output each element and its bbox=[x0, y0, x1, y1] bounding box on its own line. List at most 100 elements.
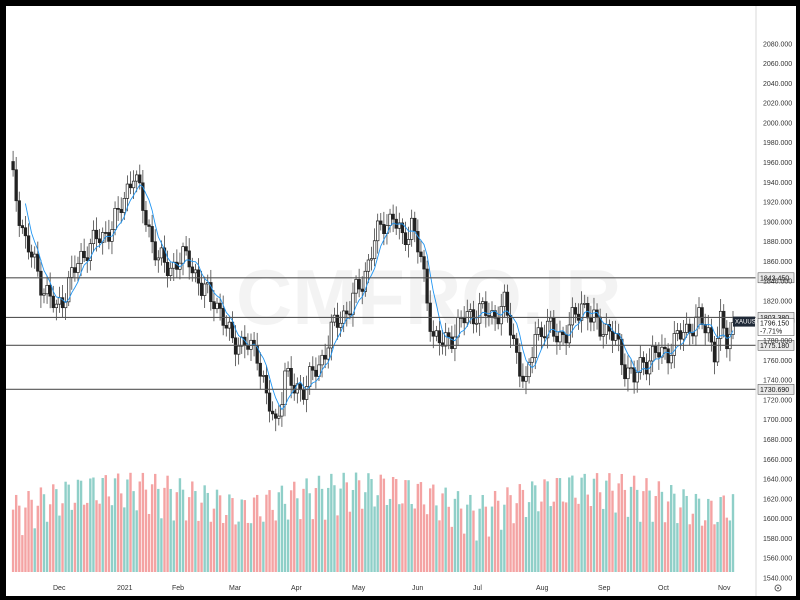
volume-bar bbox=[388, 498, 392, 572]
volume-bar bbox=[395, 479, 398, 572]
volume-bar bbox=[354, 472, 358, 572]
up-candle bbox=[33, 253, 37, 258]
volume-bar bbox=[48, 504, 52, 572]
up-candle bbox=[125, 183, 130, 199]
volume-bar bbox=[61, 503, 64, 572]
last-price-value: 1796.150 bbox=[760, 321, 789, 328]
down-candle bbox=[620, 338, 624, 366]
volume-bar bbox=[521, 489, 525, 572]
time-tick-label: Sep bbox=[598, 585, 611, 592]
up-candle bbox=[626, 367, 630, 380]
volume-bar bbox=[178, 478, 182, 572]
down-candle bbox=[357, 279, 361, 290]
up-candle bbox=[545, 320, 550, 339]
up-candle bbox=[308, 366, 312, 387]
down-candle bbox=[270, 410, 275, 415]
volume-bar bbox=[435, 505, 438, 572]
up-candle bbox=[295, 383, 299, 394]
down-candle bbox=[144, 210, 148, 226]
last-price-change: -7.71% bbox=[760, 329, 782, 336]
volume-bar bbox=[147, 513, 151, 572]
volume-bar bbox=[537, 511, 540, 572]
volume-bar bbox=[651, 521, 654, 572]
down-candle bbox=[722, 310, 726, 329]
volume-bar bbox=[55, 489, 58, 572]
volume-bar bbox=[595, 473, 599, 572]
volume-bar bbox=[218, 495, 222, 572]
volume-bar bbox=[141, 472, 145, 572]
price-tick-label: 1860.000 bbox=[763, 259, 792, 266]
up-candle bbox=[706, 327, 710, 334]
volume-bar bbox=[73, 502, 77, 572]
volume-bar bbox=[126, 479, 129, 572]
down-candle bbox=[184, 246, 188, 252]
down-candle bbox=[199, 282, 204, 296]
time-tick-label: Oct bbox=[658, 585, 669, 592]
last-price-box bbox=[757, 318, 795, 336]
volume-bar bbox=[636, 489, 639, 572]
down-candle bbox=[505, 291, 510, 316]
volume-bar bbox=[648, 490, 651, 572]
time-tick-label: Feb bbox=[172, 585, 184, 592]
price-tick-label: 1560.000 bbox=[763, 556, 792, 563]
volume-bar bbox=[221, 522, 225, 572]
volume-bar bbox=[104, 475, 107, 572]
volume-bar bbox=[206, 492, 209, 572]
volume-bar bbox=[86, 502, 89, 572]
volume-bar bbox=[293, 481, 296, 572]
up-candle bbox=[536, 327, 540, 335]
volume-bar bbox=[336, 515, 339, 572]
up-candle bbox=[280, 404, 284, 417]
down-candle bbox=[447, 332, 451, 338]
up-candle bbox=[101, 232, 105, 243]
up-candle bbox=[54, 303, 58, 309]
down-candle bbox=[258, 362, 262, 377]
volume-bar bbox=[120, 493, 123, 572]
up-candle bbox=[477, 303, 482, 324]
time-tick-label: Dec bbox=[53, 585, 66, 592]
symbol-label: XAUUSD bbox=[735, 320, 761, 326]
price-tick-label: 1640.000 bbox=[763, 477, 792, 484]
down-candle bbox=[196, 269, 201, 284]
up-candle bbox=[156, 257, 160, 261]
volume-bar bbox=[11, 509, 15, 572]
down-candle bbox=[700, 307, 704, 325]
up-candle bbox=[63, 301, 68, 309]
up-candle bbox=[434, 330, 439, 337]
volume-bar bbox=[444, 487, 447, 572]
down-candle bbox=[518, 352, 522, 377]
settings-gear-icon[interactable] bbox=[774, 584, 782, 592]
up-candle bbox=[579, 303, 584, 321]
up-candle bbox=[236, 345, 241, 355]
volume-bar bbox=[657, 481, 661, 572]
down-candle bbox=[314, 369, 318, 377]
volume-bar bbox=[82, 504, 86, 572]
volume-bar bbox=[67, 484, 70, 572]
volume-bar bbox=[685, 495, 688, 572]
down-candle bbox=[267, 392, 272, 412]
up-candle bbox=[672, 333, 676, 356]
volume-bar bbox=[24, 507, 27, 572]
up-candle bbox=[524, 376, 528, 382]
volume-bar bbox=[391, 476, 395, 572]
up-candle bbox=[530, 357, 534, 363]
down-candle bbox=[416, 231, 420, 253]
volume-bar bbox=[215, 489, 219, 572]
volume-bar bbox=[348, 511, 352, 572]
volume-bar bbox=[234, 524, 237, 572]
volume-bar bbox=[314, 488, 318, 572]
volume-bar bbox=[308, 493, 311, 572]
up-candle bbox=[397, 222, 401, 229]
volume-bar bbox=[116, 473, 120, 572]
down-candle bbox=[688, 323, 692, 334]
price-chart[interactable]: CMFRO.IR 1843.4501803.3801775.1801730.69… bbox=[6, 6, 796, 596]
up-candle bbox=[629, 367, 633, 370]
volume-bar bbox=[670, 485, 673, 572]
volume-bar bbox=[496, 500, 500, 572]
volume-bar bbox=[76, 479, 80, 572]
time-tick-label: Jun bbox=[412, 585, 423, 592]
volume-bar bbox=[719, 497, 722, 572]
volume-bar bbox=[524, 517, 528, 572]
volume-bar bbox=[666, 501, 670, 572]
price-tick-label: 1820.000 bbox=[763, 299, 792, 306]
